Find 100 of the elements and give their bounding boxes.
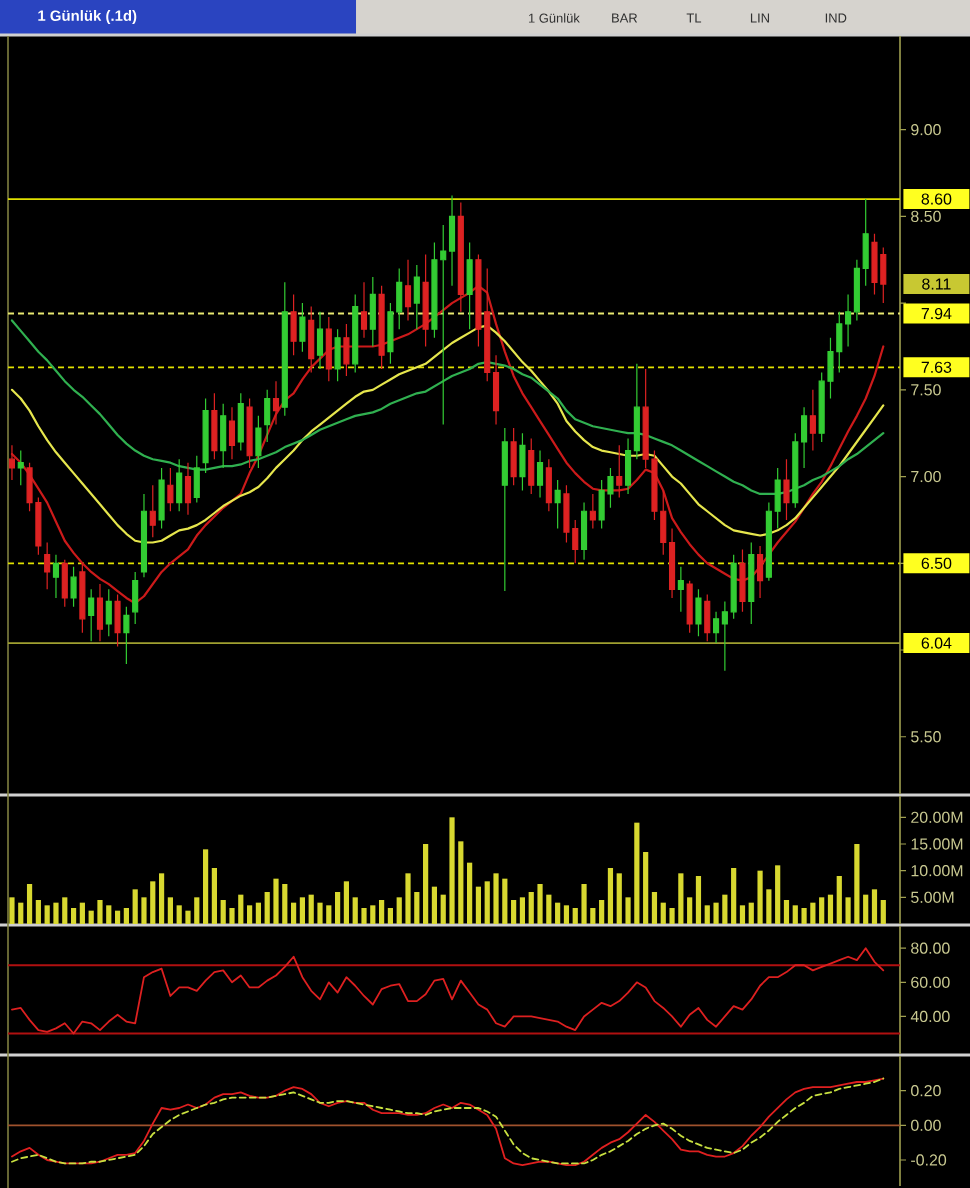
bar [467, 862, 473, 924]
bar [695, 875, 702, 924]
candlestick [519, 432, 526, 492]
bar [511, 899, 517, 924]
candlestick [739, 548, 746, 613]
candlestick [510, 427, 517, 486]
candlestick [114, 593, 121, 648]
candlestick [580, 501, 588, 561]
bar [757, 870, 763, 924]
candlestick [52, 554, 60, 599]
bar [343, 881, 350, 924]
candlestick [422, 253, 429, 348]
candlestick [96, 583, 104, 642]
candlestick [211, 392, 218, 460]
candlestick [308, 305, 315, 374]
bar [819, 897, 825, 924]
bar [211, 867, 217, 924]
bar [35, 899, 41, 924]
candlestick [404, 259, 412, 322]
bar [713, 902, 719, 924]
candlestick [237, 392, 244, 452]
candlestick [334, 328, 341, 382]
candlestick [70, 566, 77, 608]
candlestick [352, 293, 359, 374]
candlestick [176, 458, 183, 512]
bar [317, 902, 323, 924]
bar [643, 851, 649, 924]
candlestick [360, 281, 368, 339]
candlestick [220, 403, 227, 469]
candlestick [17, 449, 24, 486]
bar [801, 907, 807, 924]
bar [651, 891, 658, 924]
bar [255, 902, 261, 924]
candlestick [757, 545, 764, 599]
candlestick [466, 241, 473, 330]
bar [731, 867, 737, 924]
candlestick [264, 389, 271, 443]
bar [167, 897, 173, 924]
candlestick [554, 479, 561, 530]
candlestick [167, 467, 174, 512]
bar [202, 849, 209, 924]
bar [431, 886, 438, 924]
candlestick [255, 415, 262, 469]
bar [599, 899, 605, 924]
candlestick [378, 285, 385, 370]
bar [114, 910, 121, 924]
candlestick [783, 458, 790, 521]
bar [863, 894, 869, 924]
bar [291, 902, 297, 924]
candlestick [158, 467, 165, 530]
candlestick [748, 541, 755, 625]
candlestick [325, 316, 332, 382]
candlestick [536, 449, 544, 498]
bar [9, 897, 15, 924]
candlestick [299, 302, 306, 353]
candlestick [695, 588, 702, 637]
candlestick [44, 541, 51, 590]
candlestick [149, 484, 156, 538]
bar [379, 899, 385, 924]
bar [537, 883, 543, 924]
bar [519, 897, 526, 924]
candlestick [228, 406, 236, 460]
candlestick [316, 311, 324, 370]
bar [70, 907, 77, 924]
bar [739, 905, 746, 924]
bar [387, 907, 394, 924]
bar [493, 873, 499, 924]
candlestick [704, 593, 711, 642]
candlestick [88, 588, 95, 642]
bar [405, 873, 411, 924]
candlestick [528, 437, 535, 495]
bar [827, 894, 834, 924]
bar [563, 905, 570, 924]
candlestick [105, 588, 112, 637]
candlestick [132, 571, 139, 625]
candlestick [369, 276, 376, 348]
bar [783, 899, 790, 924]
candlestick [193, 455, 200, 504]
bar [158, 873, 165, 924]
candlestick [281, 281, 288, 417]
bar [299, 897, 305, 924]
bar [607, 867, 614, 924]
candlestick [686, 580, 693, 634]
candlestick [809, 389, 816, 452]
bar [123, 907, 129, 924]
bar [79, 902, 85, 924]
candlestick [677, 566, 684, 613]
bar [687, 897, 693, 924]
candlestick [123, 606, 130, 665]
bar [880, 899, 886, 924]
bar [775, 865, 781, 924]
candlestick [457, 201, 464, 313]
bar [871, 889, 878, 924]
bar [26, 883, 33, 924]
candlestick [545, 458, 552, 512]
candlestick [343, 323, 350, 377]
bar [581, 883, 587, 924]
bar [246, 905, 253, 924]
candlestick [290, 293, 297, 356]
candlestick [184, 462, 192, 516]
